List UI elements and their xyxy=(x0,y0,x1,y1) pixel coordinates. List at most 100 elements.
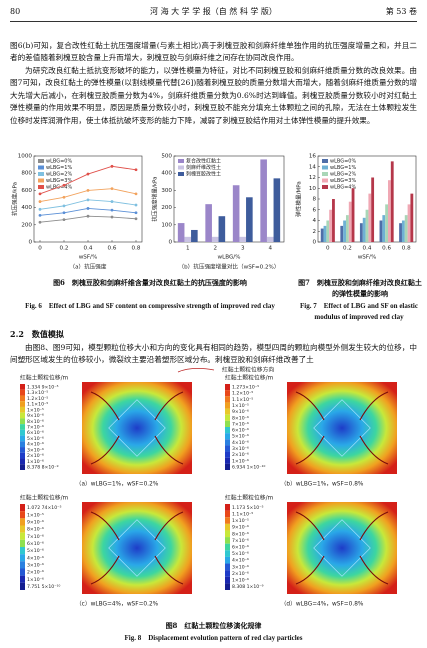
figure-caption: 图8 红黏土颗粒位移演化规律 xyxy=(165,621,262,630)
data-point xyxy=(86,214,90,218)
data-point xyxy=(38,207,42,211)
x-tick-label: 3 xyxy=(241,246,245,252)
x-axis-label: wLBG/% xyxy=(218,255,241,261)
direction-arrow xyxy=(90,511,120,541)
data-point xyxy=(86,189,90,192)
colorbar-swatch xyxy=(20,441,25,448)
direction-arrow xyxy=(90,391,120,421)
bar xyxy=(211,236,219,242)
colorbar-label: 1.1×10⁻⁵ xyxy=(27,402,48,408)
y-tick-label: 0 xyxy=(312,240,316,246)
chart: 0 2 4 6 8 10 12 14 16 弹性模量/MPa wSF/% wLBG=0%wLBG=1%… xyxy=(295,154,417,261)
colorbar-label: 1×10⁻⁶ xyxy=(27,459,44,465)
colorbar-swatch xyxy=(225,451,230,458)
legend-label: wLBG=4% xyxy=(330,185,356,191)
bar xyxy=(343,220,346,242)
data-point xyxy=(110,187,114,191)
journal-title: 河 海 大 学 学 报（自 然 科 学 版） xyxy=(150,7,277,16)
bar xyxy=(407,204,411,242)
colorbar-label: 4×10⁻⁶ xyxy=(232,558,249,564)
colorbar-label: 8×10⁻⁶ xyxy=(232,415,249,421)
colorbar-label: 3×10⁻⁶ xyxy=(27,562,44,568)
y-tick-label: 4 xyxy=(312,218,316,224)
colorbar-label: 8.308 1×10⁻⁹ xyxy=(232,584,264,590)
colorbar-label: 9×10⁻⁶ xyxy=(27,519,44,525)
data-point xyxy=(134,217,138,221)
legend-swatch xyxy=(38,172,44,176)
bar xyxy=(379,220,383,242)
y-tick-label: 300 xyxy=(161,188,172,194)
volume: 第 53 卷 xyxy=(385,7,417,16)
legend-swatch xyxy=(178,172,184,176)
y-tick-label: 400 xyxy=(161,171,172,177)
page-number: 80 xyxy=(10,7,21,16)
bar xyxy=(323,225,327,242)
y-tick-label: 0 xyxy=(28,240,32,246)
colorbar-swatch xyxy=(20,511,25,519)
legend-label: 刺槐豆胶改性土 xyxy=(186,171,221,178)
x-axis-label: wSF/% xyxy=(79,255,98,261)
y-tick-label: 14 xyxy=(309,164,317,170)
colorbar-swatch xyxy=(225,439,230,446)
plastic-zone xyxy=(108,519,166,577)
bar xyxy=(239,236,247,242)
colorbar-swatch xyxy=(225,427,230,434)
bar xyxy=(371,177,375,242)
colorbar-swatch xyxy=(20,401,25,407)
colorbar-swatch xyxy=(20,395,25,402)
colorbar-label: 9×10⁻⁶ xyxy=(232,409,249,415)
legend-swatch xyxy=(178,159,184,163)
colorbar-label: 8.378 8×10⁻⁹ xyxy=(27,465,59,471)
chart-subtitle: （b）抗压强度增量对比（wSF=0.2%） xyxy=(179,263,280,271)
bar xyxy=(359,223,363,242)
data-point xyxy=(38,200,42,203)
chart: 0 200 400 600 800 1000 抗压强度/kPa wSF/% （a）抗压强度 wLB… xyxy=(11,154,143,271)
x-tick-label: 0 xyxy=(38,246,42,252)
data-point xyxy=(62,211,66,215)
colorbar-swatch xyxy=(20,458,25,465)
panel-caption: （d）wLBG=4%，wSF=0.8% xyxy=(281,601,364,608)
data-point xyxy=(62,218,66,222)
x-tick-label: 0.2 xyxy=(60,246,69,252)
colorbar-label: 6×10⁻⁶ xyxy=(232,428,249,434)
colorbar-swatch xyxy=(20,384,25,390)
legend-label: 复合改性红黏土 xyxy=(186,158,221,165)
colorbar-label: 1×10⁻⁵ xyxy=(232,518,249,524)
colorbar-swatch xyxy=(225,390,230,397)
colorbar-label: 1.273×10⁻⁵ xyxy=(232,385,259,391)
bar xyxy=(273,178,281,242)
legend-swatch xyxy=(38,178,44,183)
y-axis-label: 抗压强度/kPa xyxy=(11,182,19,216)
colorbar-swatch xyxy=(225,433,230,440)
colorbar-swatch xyxy=(225,576,230,584)
y-tick-label: 12 xyxy=(309,175,316,181)
colorbar-swatch xyxy=(20,539,25,547)
direction-arrow xyxy=(295,511,325,541)
data-point xyxy=(110,200,114,203)
bar xyxy=(246,197,253,242)
colorbar-label: 9×10⁻⁶ xyxy=(27,413,44,419)
direction-arrow xyxy=(359,511,389,541)
data-point xyxy=(38,213,42,217)
x-tick-label: 0.4 xyxy=(84,246,93,252)
colorbar-swatch xyxy=(20,464,25,470)
colorbar-swatch xyxy=(225,543,230,551)
colorbar-swatch xyxy=(225,445,230,452)
direction-arrow xyxy=(359,435,389,465)
colorbar-swatch xyxy=(225,570,230,577)
data-point xyxy=(134,211,138,215)
paragraph: 为研究改良红黏土抵抗变形破坏的能力，以弹性模量为特征，对比不同刺槐豆胶和剑麻纤维… xyxy=(10,66,417,125)
figure-caption-en: Fig. 8 Displacement evolution pattern of… xyxy=(124,634,303,642)
bar xyxy=(191,229,198,242)
colorbar-label: 2×10⁻⁶ xyxy=(232,571,249,577)
bar xyxy=(340,225,344,242)
colorbar-label: 1.173 5×10⁻⁵ xyxy=(232,505,264,511)
colorbar-label: 9×10⁻⁶ xyxy=(232,525,249,531)
legend-swatch xyxy=(322,165,328,170)
direction-arrow xyxy=(154,511,184,541)
colorbar-swatch xyxy=(225,537,230,544)
direction-arrow xyxy=(295,555,325,585)
annotation: 红黏土颗粒位移方向 xyxy=(222,366,274,374)
colorbar-swatch xyxy=(20,424,25,430)
colorbar-label: 8×10⁻⁶ xyxy=(27,527,44,533)
